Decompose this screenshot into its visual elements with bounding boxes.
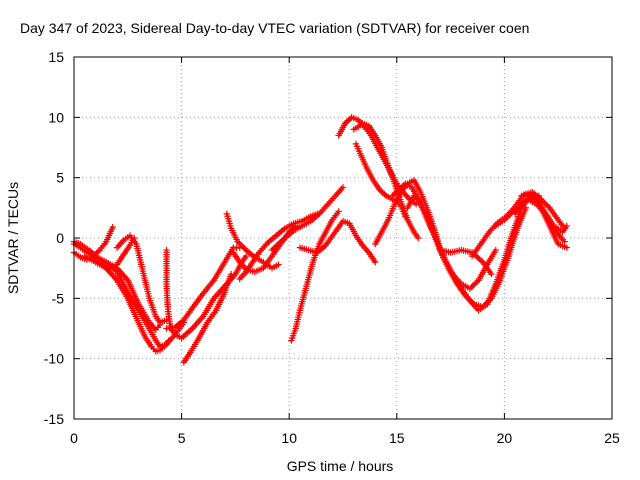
data-point <box>492 246 499 254</box>
series-arc-12 <box>236 210 321 283</box>
series-arc-14 <box>288 208 342 344</box>
data-point <box>402 213 409 220</box>
series-arc-8 <box>180 271 235 366</box>
x-tick-label: 10 <box>281 430 297 446</box>
data-point <box>339 184 347 191</box>
series-arc-19 <box>372 176 530 310</box>
series-layer <box>70 114 571 366</box>
series-arc-26 <box>518 191 568 245</box>
data-point <box>561 238 568 245</box>
chart-title: Day 347 of 2023, Sidereal Day-to-day VTE… <box>20 20 529 36</box>
data-point <box>335 208 342 215</box>
series-arc-13 <box>268 184 347 254</box>
x-tick-label: 0 <box>70 430 78 446</box>
x-tick-label: 25 <box>604 430 620 446</box>
x-tick-label: 15 <box>389 430 405 446</box>
y-tick-label: 5 <box>56 170 64 186</box>
series-arc-16 <box>335 114 420 208</box>
series-arc-17 <box>350 120 422 242</box>
y-tick-label: 0 <box>56 230 64 246</box>
y-tick-label: -15 <box>44 411 64 427</box>
x-tick-label: 5 <box>178 430 186 446</box>
series-arc-6 <box>113 232 170 326</box>
y-tick-label: 15 <box>48 49 64 65</box>
data-point <box>415 234 422 242</box>
data-point <box>242 252 250 260</box>
data-point <box>165 337 172 344</box>
data-point <box>488 271 495 278</box>
y-tick-label: 10 <box>48 109 64 125</box>
series-arc-4 <box>81 252 172 355</box>
data-point <box>372 258 379 266</box>
y-tick-label: -5 <box>52 290 65 306</box>
data-point <box>563 222 571 230</box>
axes-layer: 0 5 10 15 20 25 -15 -10 -5 0 5 10 15 <box>44 49 620 446</box>
series-arc-15 <box>296 217 379 266</box>
data-point <box>563 244 571 251</box>
x-tick-label: 20 <box>497 430 513 446</box>
x-axis-label: GPS time / hours <box>287 458 394 474</box>
series-arc-5 <box>103 258 164 333</box>
data-point <box>227 271 235 278</box>
y-axis-label: SDTVAR / TECUs <box>5 182 21 294</box>
data-point <box>109 223 116 231</box>
data-point <box>275 261 282 268</box>
y-tick-label: -10 <box>44 351 64 367</box>
grid-layer <box>74 57 612 419</box>
